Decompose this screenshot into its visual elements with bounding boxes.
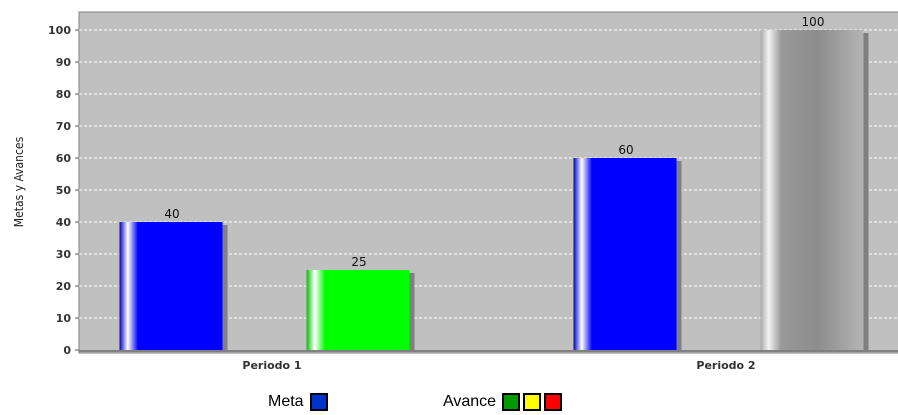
data-label: 100: [802, 15, 825, 29]
legend: Meta Avance: [0, 393, 898, 415]
legend-item-meta: Meta: [268, 393, 331, 411]
y-tick-label: 40: [56, 216, 72, 229]
y-tick-label: 10: [56, 312, 72, 325]
y-axis-ticks: 0 10 20 30 40 50 60 70 80 90 100: [48, 24, 79, 357]
bars: 40 25 60 100: [119, 15, 869, 350]
y-axis-label: Metas y Avances: [12, 136, 26, 227]
y-tick-label: 90: [56, 56, 72, 69]
y-tick-label: 50: [56, 184, 72, 197]
data-label: 60: [618, 143, 633, 157]
y-tick-label: 0: [63, 344, 71, 357]
x-category-label: Periodo 1: [242, 359, 301, 372]
x-category-label: Periodo 2: [696, 359, 755, 372]
legend-item-avance: Avance: [443, 393, 565, 411]
legend-label-avance: Avance: [443, 393, 497, 410]
bar-periodo-2-2: [760, 30, 864, 350]
bar-periodo-2-1: [573, 158, 677, 350]
bar-chart: Metas y Avances 0 10 20 30 40 50 60 70 80 90 100 4…: [12, 11, 898, 372]
y-tick-label: 30: [56, 248, 72, 261]
y-tick-label: 60: [56, 152, 72, 165]
x-axis-categories: Periodo 1 Periodo 2: [242, 359, 755, 372]
y-tick-label: 100: [48, 24, 71, 37]
legend-swatch-meta: [309, 393, 328, 411]
legend-label-meta: Meta: [268, 393, 304, 410]
y-tick-label: 20: [56, 280, 72, 293]
legend-swatch-avance-yellow: [523, 393, 542, 411]
data-label: 25: [351, 255, 366, 269]
legend-swatch-avance-green: [502, 393, 521, 411]
bar-periodo-1-1: [119, 222, 223, 350]
y-tick-label: 70: [56, 120, 72, 133]
legend-swatch-avance-red: [544, 393, 563, 411]
bar-periodo-1-2: [306, 270, 410, 350]
data-label: 40: [164, 207, 179, 221]
y-tick-label: 80: [56, 88, 72, 101]
